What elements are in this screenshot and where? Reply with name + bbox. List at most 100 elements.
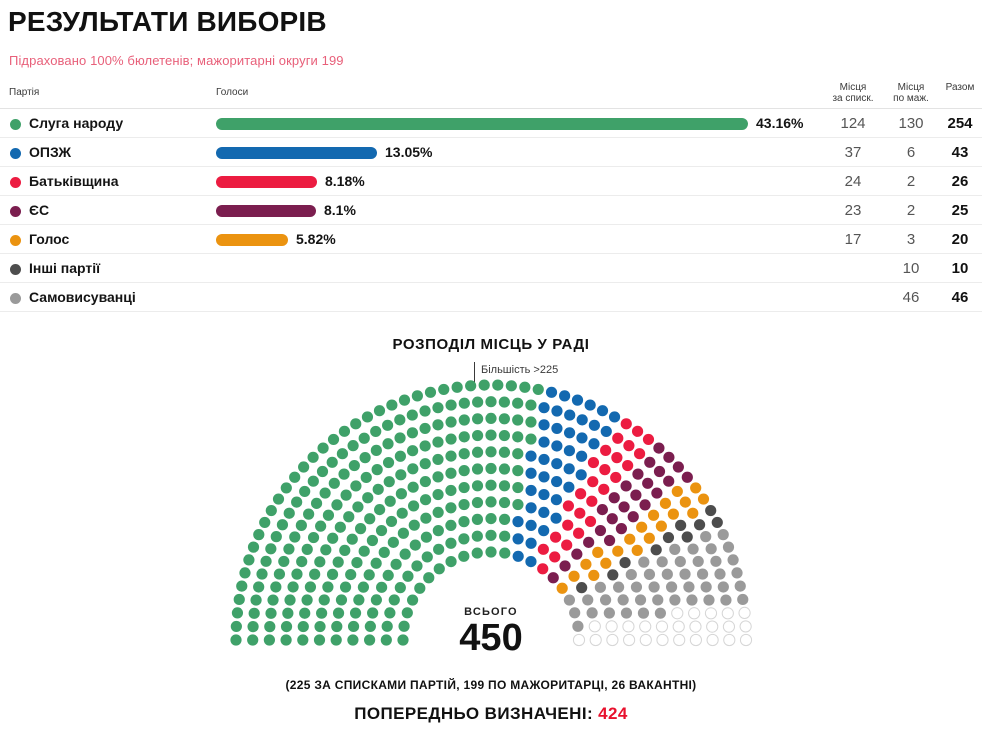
parliament-seat [247, 634, 259, 646]
parliament-seat [239, 567, 251, 579]
parliament-seat [354, 523, 367, 535]
parliament-seat [722, 620, 736, 633]
parliament-seat [721, 607, 734, 620]
parliament-seat [700, 581, 712, 593]
vote-share-percent-label: 13.05% [385, 144, 433, 160]
parliament-seat [384, 607, 396, 619]
table-row: Інші партії 10 10 [0, 254, 982, 283]
chart-title: РОЗПОДІЛ МІСЦЬ У РАДІ [392, 336, 590, 353]
parliament-seat [406, 445, 419, 457]
parliament-seat [382, 456, 395, 469]
parliament-seat [580, 558, 592, 570]
parliament-seat [331, 620, 343, 633]
parliament-seat [562, 500, 575, 512]
parliament-seat [299, 607, 311, 619]
party-color-dot-icon [10, 206, 21, 217]
seats-total-cell: 20 [951, 231, 969, 248]
parliament-seat [612, 545, 624, 557]
parliament-seat [679, 568, 691, 580]
parliament-seat [559, 560, 571, 572]
parliament-seat [592, 546, 604, 558]
parliament-seat [599, 594, 612, 606]
parliament-seat [401, 607, 413, 619]
parliament-seat [690, 482, 702, 494]
party-name: ОПЗЖ [29, 144, 72, 160]
parliament-seat [571, 548, 583, 560]
parliament-seat [498, 513, 511, 525]
parliament-seat [706, 620, 719, 633]
vote-share-percent-label: 43.16% [756, 115, 804, 131]
parliament-seat [672, 461, 684, 473]
vote-share-bar-container: 43.16% [216, 115, 803, 131]
parliament-seat [382, 419, 394, 431]
party-name: Батьківщина [29, 173, 119, 189]
parliament-seat [727, 554, 739, 566]
parliament-seat [406, 594, 419, 606]
parliament-seat [358, 432, 370, 444]
party-color-dot-icon [10, 177, 21, 188]
page-title: РЕЗУЛЬТАТИ ВИБОРІВ [8, 6, 327, 37]
parliament-seat [304, 581, 317, 593]
parliament-seat [347, 620, 360, 633]
parliament-seat [367, 607, 379, 619]
parliament-seat [247, 541, 260, 553]
parliament-seat [485, 429, 497, 441]
parliament-seat [340, 489, 352, 501]
parliament-seat [571, 394, 584, 406]
parliament-seat [339, 581, 352, 593]
seats-list-cell: 124 [840, 115, 866, 132]
parliament-seat [704, 607, 718, 620]
parliament-seat [381, 620, 393, 632]
parliament-seat [387, 536, 399, 548]
parliament-seat [230, 634, 242, 646]
parliament-seat [611, 452, 623, 464]
parliament-seat [547, 572, 559, 584]
parliament-seat [687, 507, 699, 519]
column-header-seats-majoritarian: Місця по маж. [884, 82, 938, 104]
parliament-seat [465, 380, 477, 392]
parliament-seat [458, 448, 470, 460]
parliament-seat [485, 479, 497, 491]
parliament-seat [331, 499, 343, 511]
parliament-seat [364, 620, 376, 633]
parliament-seat [564, 409, 576, 421]
parliament-seat [606, 633, 619, 647]
results-table: Партія Голоси Місця за списк. Місця по м… [0, 80, 982, 312]
parliament-seat [625, 568, 637, 581]
parliament-seat [731, 567, 743, 579]
parliament-seat [230, 620, 242, 633]
parliament-seat [398, 620, 410, 632]
column-header-seats-majoritarian-line2: по маж. [893, 93, 929, 104]
majority-label: Більшість >225 [481, 364, 559, 376]
parliament-seat [512, 431, 524, 443]
column-header-seats-list: Місця за списк. [824, 82, 882, 104]
parliament-seat [512, 414, 524, 426]
parliament-seat [588, 569, 600, 582]
parliament-seat [408, 500, 420, 512]
parliament-seat [606, 513, 618, 525]
parliament-seat [424, 386, 437, 398]
parliament-seat [265, 504, 277, 517]
parliament-seat [291, 568, 303, 580]
parliament-seat [723, 633, 736, 647]
parliament-seat [525, 555, 537, 568]
parliament-seat [582, 594, 594, 606]
parliament-seat [396, 507, 408, 519]
parliament-seat [703, 594, 715, 606]
parliament-seat [498, 463, 511, 475]
parliament-seat [357, 581, 370, 593]
parliament-seat [630, 581, 643, 593]
parliament-seat [338, 425, 351, 437]
parliament-seat [637, 607, 650, 619]
parliament-seat [364, 513, 376, 525]
parliament-seat [572, 633, 586, 647]
parliament-seat [642, 477, 654, 489]
parliament-seat [451, 381, 463, 393]
parliament-seat [248, 607, 260, 619]
parliament-seat [575, 488, 587, 500]
parliament-seat [674, 555, 686, 568]
total-seats-value: 450 [459, 617, 523, 659]
parliament-seat [697, 493, 710, 505]
parliament-seat [623, 633, 636, 647]
parliament-seat [681, 531, 693, 543]
